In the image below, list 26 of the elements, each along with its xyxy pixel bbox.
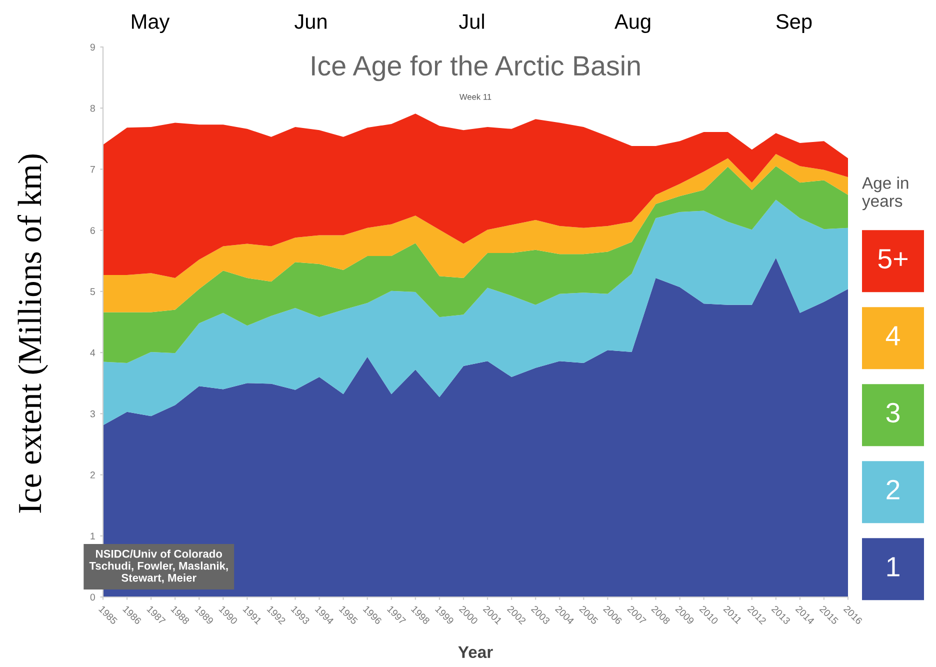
y-tick-label: 8 xyxy=(90,104,95,112)
text: 5+ xyxy=(878,249,908,269)
y-tick-label: 0 xyxy=(90,594,95,601)
text: 2 xyxy=(886,480,900,500)
y-tick-label: 3 xyxy=(90,410,95,418)
chart-title: Ice Age for the Arctic Basin xyxy=(312,55,640,82)
series-label: 1 xyxy=(887,557,900,576)
y-tick-label: 6 xyxy=(90,227,95,234)
y-tick-label: 9 xyxy=(90,44,95,51)
y-tick-label: 2 xyxy=(90,472,95,478)
legend-title: Age in years xyxy=(862,176,908,210)
x-axis-title: Year xyxy=(458,646,493,658)
y-tick-label: 5 xyxy=(90,288,95,296)
text: Jun xyxy=(294,14,326,29)
text: 3 xyxy=(886,402,900,423)
y-tick-label: 4 xyxy=(90,349,96,356)
text: May xyxy=(132,14,170,34)
text: Aug xyxy=(614,14,650,34)
annotation: NSIDC/Univ of Colorado Tschudi, Fowler, Maslanik, Stewart, Meier xyxy=(89,550,228,584)
text: 4 xyxy=(886,326,900,346)
text: Jul xyxy=(459,14,484,29)
y-tick-label: 1 xyxy=(90,532,95,540)
y-axis-title: Ice extent (Millions of km) xyxy=(17,154,48,513)
text: Sep xyxy=(776,14,812,34)
text: Week 11 xyxy=(459,94,492,100)
y-tick-label: 7 xyxy=(90,166,95,173)
